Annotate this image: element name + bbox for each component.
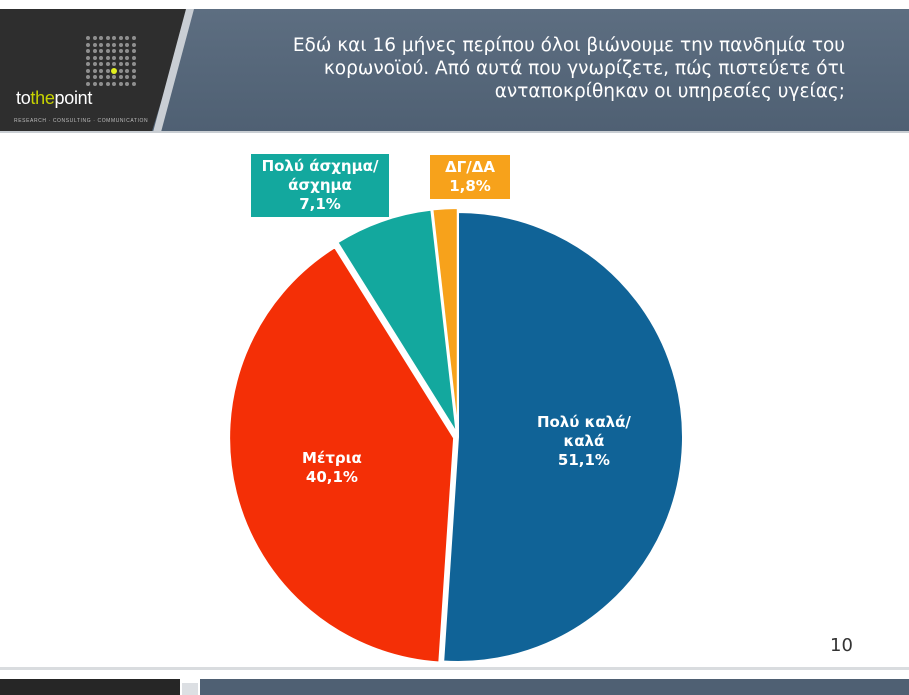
logo-dot (92, 68, 97, 73)
logo-dot (125, 36, 129, 40)
footer-divider (182, 683, 198, 695)
logo-dot (118, 42, 123, 47)
logo-dot (131, 49, 136, 53)
logo-dot (92, 75, 97, 79)
logo-dot (112, 62, 116, 66)
logo-dot (105, 62, 110, 66)
logo-dot (99, 49, 103, 53)
logo-dot (131, 55, 136, 60)
logo-dot (131, 42, 136, 47)
logo-dot (111, 67, 117, 74)
logo-dot (112, 75, 116, 79)
slice-label: άσχημα (288, 176, 352, 194)
logo-dot (125, 81, 129, 86)
footer-rule (0, 667, 909, 670)
logo-dot (92, 42, 97, 47)
slice-label: καλά (564, 432, 605, 450)
logo-dot (92, 81, 97, 86)
question-title: Εδώ και 16 μήνες περίπου όλοι βιώνουμε τ… (245, 34, 845, 103)
footer-blue-bar (200, 679, 909, 695)
logo-dot (105, 68, 110, 73)
callout-label-dk: ΔΓ/ΔΑ 1,8% (430, 155, 510, 199)
logo-dot (105, 81, 110, 86)
pie-slice (442, 210, 684, 663)
logo-dot (86, 42, 90, 47)
logo-dot (86, 36, 90, 40)
logo-dot (131, 62, 136, 66)
question-line: ανταποκρίθηκαν οι υπηρεσίες υγείας; (494, 81, 845, 102)
logo-dot (99, 68, 103, 73)
logo-dot (99, 75, 103, 79)
logo-dot (118, 55, 123, 60)
logo-dot (131, 81, 136, 86)
top-strip (0, 0, 909, 9)
logo-dot (125, 55, 129, 60)
logo-dot (118, 81, 123, 86)
callout-label-bad: Πολύ άσχημα/ άσχημα 7,1% (251, 154, 389, 217)
logo-dot (99, 42, 103, 47)
pie-slice (228, 245, 456, 664)
logo-dot (118, 49, 123, 53)
logo-dot (105, 49, 110, 53)
logo-dot (99, 55, 103, 60)
logo-dot (86, 75, 90, 79)
brand-tagline: RESEARCH · CONSULTING · COMMUNICATION (14, 118, 149, 124)
logo-dot-grid-icon (86, 36, 140, 90)
logo-dot (112, 49, 116, 53)
logo-dot (125, 42, 129, 47)
slice-label: Πολύ καλά/ (537, 413, 631, 431)
logo-dot (99, 36, 103, 40)
slice-value: 1,8% (449, 177, 491, 195)
logo-dot (118, 68, 123, 73)
logo-dot (112, 36, 116, 40)
logo-dot (105, 36, 110, 40)
slice-value: 40,1% (306, 468, 358, 486)
logo-dot (112, 55, 116, 60)
logo-dot (92, 55, 97, 60)
logo-dot (105, 75, 110, 79)
logo-dot (92, 62, 97, 66)
logo-dot (118, 62, 123, 66)
logo-dot (131, 68, 136, 73)
logo-dot (125, 75, 129, 79)
logo-dot (125, 62, 129, 66)
pie-slice (431, 207, 459, 434)
logo-dot (112, 81, 116, 86)
slice-label: Πολύ άσχημα/ (261, 157, 379, 175)
logo-dot (125, 49, 129, 53)
logo-dot (92, 49, 97, 53)
logo-dot (105, 42, 110, 47)
logo-dot (86, 55, 90, 60)
logo-dot (86, 62, 90, 66)
logo-dot (99, 62, 103, 66)
slice-value: 7,1% (299, 195, 341, 213)
question-line: Εδώ και 16 μήνες περίπου όλοι βιώνουμε τ… (292, 35, 845, 56)
logo-dot (86, 81, 90, 86)
footer-dark-bar (0, 679, 180, 695)
slice-label: Μέτρια (302, 449, 362, 467)
logo-dot (105, 55, 110, 60)
slice-value: 51,1% (558, 451, 610, 469)
slice-label: ΔΓ/ΔΑ (445, 158, 495, 176)
logo-dot (131, 75, 136, 79)
logo-dot (86, 68, 90, 73)
logo-dot (118, 75, 123, 79)
logo-dot (125, 68, 129, 73)
logo-dot (131, 36, 136, 40)
page-number: 10 (830, 635, 853, 656)
question-line: κορωνοϊού. Από αυτά που γνωρίζετε, πώς π… (323, 58, 845, 79)
logo-dot (99, 81, 103, 86)
logo-dot (86, 49, 90, 53)
logo-dot (92, 36, 97, 40)
logo-dot (112, 42, 116, 47)
brand-logo: tothepoint (16, 88, 93, 108)
logo-dot (118, 36, 123, 40)
pie-slice (336, 208, 458, 434)
